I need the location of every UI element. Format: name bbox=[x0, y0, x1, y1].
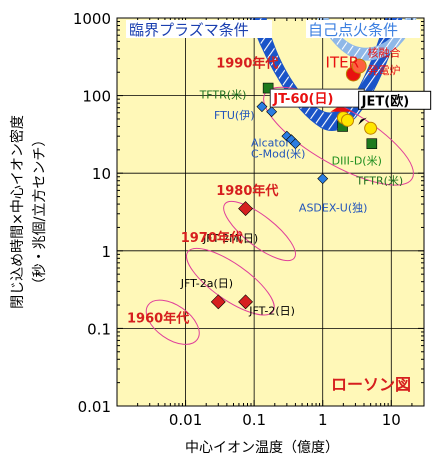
axis-ticks: 0.01 0.1 1 10 1000 100 10 1 0.1 0.01 bbox=[73, 10, 425, 429]
breakeven-label-bg bbox=[126, 20, 272, 38]
era-label: 1970年代 bbox=[181, 230, 243, 246]
y-tick-label: 1 bbox=[101, 243, 111, 261]
point-label-box bbox=[358, 90, 432, 110]
x-tick-label: 1 bbox=[318, 411, 328, 429]
y-tick-label: 10 bbox=[92, 165, 111, 183]
y-axis-label: 閉じ込め時間×中心イオン密度 bbox=[9, 115, 26, 309]
point-label: JFT-2a(日) bbox=[180, 277, 233, 290]
era-labels: 1990年代 1980年代 1970年代 1960年代 bbox=[127, 56, 278, 327]
era-label: 1980年代 bbox=[216, 183, 278, 199]
era-label: 1960年代 bbox=[127, 310, 189, 326]
marker-circle bbox=[341, 113, 355, 127]
point-label: TFTR(米) bbox=[355, 174, 403, 187]
point-label: JFT-2(日) bbox=[248, 305, 295, 318]
era-ellipse-1990年代 bbox=[263, 86, 414, 186]
data-markers bbox=[210, 58, 378, 310]
marker-diamond bbox=[238, 201, 253, 217]
point-label: ITER bbox=[326, 54, 360, 72]
point-label: C-Mod(米) bbox=[251, 147, 305, 160]
era-ellipse-1980年代 bbox=[223, 200, 296, 262]
marker-diamond bbox=[266, 106, 278, 118]
marker-diamond bbox=[256, 101, 268, 113]
era-label: 1990年代 bbox=[216, 56, 278, 72]
y-tick-label: 1000 bbox=[73, 10, 111, 28]
marker-diamond bbox=[210, 294, 226, 310]
marker-square bbox=[366, 138, 378, 149]
point-label: Alcator bbox=[251, 137, 290, 150]
point-label: TFTR(米) bbox=[199, 88, 247, 101]
point-label: 核融合 bbox=[368, 45, 401, 59]
point-label: JT-60(日) bbox=[272, 92, 333, 107]
y-tick-label: 100 bbox=[82, 88, 111, 106]
marker-circle bbox=[351, 58, 367, 74]
x-tick-label: 0.1 bbox=[242, 411, 266, 429]
jt60-arrow bbox=[330, 105, 354, 112]
point-label: DIII-D(米) bbox=[332, 154, 382, 167]
marker-diamond bbox=[290, 138, 301, 150]
chart-title: ローソン図 bbox=[331, 375, 411, 394]
marker-square bbox=[262, 82, 274, 94]
point-label: ASDEX-U(独) bbox=[299, 202, 368, 215]
marker-diamond bbox=[317, 173, 329, 185]
y-tick-label: 0.1 bbox=[87, 320, 111, 338]
ignition-label-bg bbox=[306, 20, 420, 38]
ignition-band bbox=[317, 18, 417, 61]
marker-diamond bbox=[238, 294, 253, 310]
era-ellipse-1960年代 bbox=[145, 299, 200, 345]
era-ellipses bbox=[145, 86, 414, 345]
y-tick-label: 0.01 bbox=[78, 398, 111, 416]
point-label: JFT-2M(日) bbox=[202, 232, 258, 245]
x-axis-label: 中心イオン温度（億度） bbox=[185, 440, 339, 456]
jet-arrow bbox=[358, 117, 367, 125]
breakeven-label: 臨界プラズマ条件 bbox=[129, 21, 249, 39]
point-label: JET(欧) bbox=[361, 93, 409, 109]
ignition-label: 自己点火条件 bbox=[308, 21, 398, 39]
point-label: FTU(伊) bbox=[214, 109, 255, 122]
y-axis-unit: （秒・兆個/立方センチ） bbox=[32, 133, 48, 292]
x-tick-label: 0.01 bbox=[169, 411, 202, 429]
point-label: 発電炉 bbox=[368, 63, 401, 77]
x-tick-label: 10 bbox=[382, 411, 401, 429]
marker-circle bbox=[364, 121, 378, 135]
